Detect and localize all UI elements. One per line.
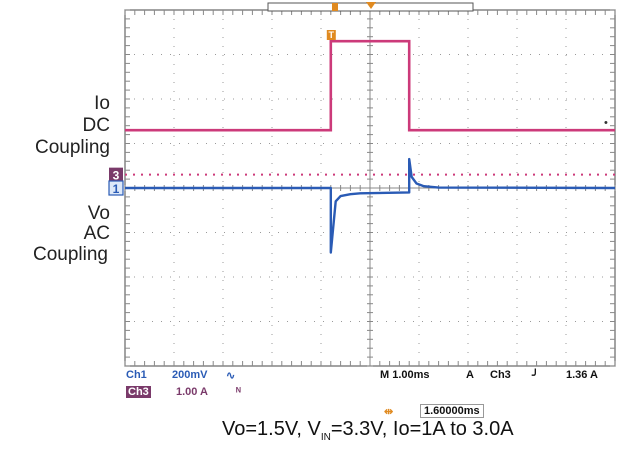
- trace-end-mark: •: [604, 117, 608, 129]
- ch1-marker-label: 1: [113, 182, 120, 196]
- caption: Vo=1.5V, VIN=3.3V, Io=1A to 3.0A: [222, 418, 514, 443]
- trigger-point-marker: [366, 2, 376, 9]
- ch3-bw-icon: ᴺ: [236, 386, 241, 398]
- ch1-name: Ch1: [126, 369, 147, 381]
- cursor-delta: 1.60000ms: [420, 404, 484, 418]
- ch3-name: Ch3: [126, 386, 151, 398]
- ch3-marker-label: 3: [113, 169, 120, 183]
- rising-edge-icon: ╯: [532, 370, 539, 382]
- ch1-ac-coupling-icon: ∿: [226, 370, 236, 382]
- trigger-source: Ch3: [490, 369, 511, 381]
- io-label: Io: [94, 93, 110, 114]
- coupling-label-1: Coupling: [35, 137, 110, 158]
- ch1-marker: [108, 180, 124, 196]
- ch3-scale: 1.00 A: [176, 386, 209, 398]
- dc-label: DC: [82, 115, 110, 136]
- ac-label: AC: [83, 223, 110, 244]
- trigger-mode: A: [466, 369, 474, 381]
- cursor-delta-icon: ⇹: [384, 406, 394, 418]
- timebase: M 1.00ms: [380, 369, 430, 381]
- screen-overlays: 31 T •: [108, 2, 608, 196]
- trigger-position-marker: [326, 30, 336, 40]
- io-trace: [125, 39, 615, 132]
- trigger-level: 1.36 A: [566, 369, 599, 381]
- ch1-scale: 200mV: [172, 369, 208, 381]
- trigger-position-label: T: [329, 30, 335, 40]
- vo-trace: [125, 157, 616, 254]
- coupling-label-2: Coupling: [33, 244, 108, 265]
- ch3-marker: [109, 167, 123, 182]
- vo-label: Vo: [87, 203, 110, 224]
- record-window-marker: [332, 3, 338, 11]
- traces: [125, 39, 616, 254]
